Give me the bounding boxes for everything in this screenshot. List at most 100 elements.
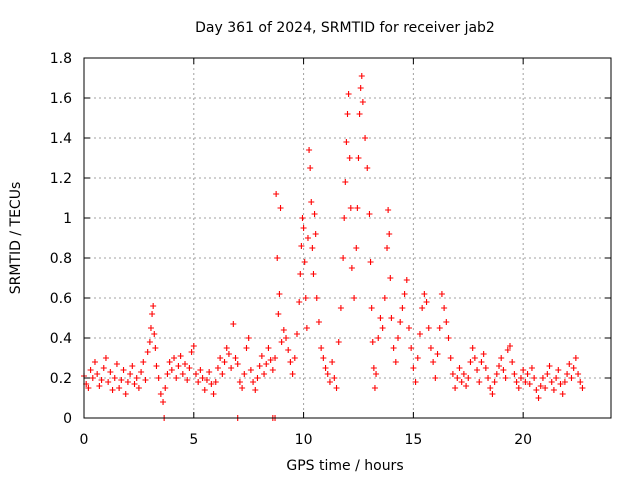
data-point [432, 375, 439, 381]
data-point [421, 291, 428, 297]
data-point [273, 191, 280, 197]
data-point [129, 363, 136, 369]
y-tick-label: 0.8 [50, 251, 72, 267]
data-point [105, 379, 112, 385]
data-point [245, 335, 252, 341]
data-point [297, 271, 304, 277]
y-tick-label: 1.2 [50, 171, 72, 187]
data-point [487, 385, 494, 391]
x-axis-label: GPS time / hours [286, 458, 403, 474]
data-point [449, 371, 456, 377]
data-point [276, 291, 283, 297]
data-point [274, 255, 281, 261]
data-point [544, 371, 551, 377]
data-point [427, 345, 434, 351]
data-point [109, 387, 116, 393]
data-point [491, 379, 498, 385]
data-point [511, 371, 518, 377]
data-point [546, 363, 553, 369]
data-point [364, 165, 371, 171]
data-point [146, 339, 153, 345]
data-point [331, 375, 338, 381]
data-point [425, 325, 432, 331]
data-point [171, 355, 178, 361]
data-point [345, 91, 352, 97]
data-point [555, 367, 562, 373]
x-tick-label: 0 [80, 432, 89, 448]
grid-lines [84, 58, 611, 418]
data-point [515, 385, 522, 391]
data-point [480, 351, 487, 357]
data-point [340, 255, 347, 261]
data-point [296, 299, 303, 305]
data-point [302, 295, 309, 301]
data-point [230, 321, 237, 327]
data-point [485, 375, 492, 381]
data-point [214, 365, 221, 371]
data-point [324, 371, 331, 377]
data-point [247, 367, 254, 373]
data-point [542, 385, 549, 391]
data-point [373, 371, 380, 377]
data-point [506, 343, 513, 349]
data-point [254, 375, 261, 381]
data-point [351, 295, 358, 301]
data-point [166, 359, 173, 365]
data-point [367, 259, 374, 265]
data-point [263, 361, 270, 367]
data-point [388, 315, 395, 321]
data-point [269, 367, 276, 373]
data-point [124, 379, 131, 385]
data-point [559, 391, 566, 397]
data-point [283, 335, 290, 341]
data-point [299, 215, 306, 221]
data-point [272, 355, 279, 361]
data-point [228, 365, 235, 371]
data-point [267, 357, 274, 363]
data-point [368, 305, 375, 311]
data-point [311, 211, 318, 217]
data-point [535, 395, 542, 401]
x-tick-label: 15 [404, 432, 422, 448]
data-point [217, 355, 224, 361]
data-point [493, 371, 500, 377]
data-point [342, 179, 349, 185]
data-point [377, 315, 384, 321]
data-point [579, 385, 586, 391]
data-point [173, 375, 180, 381]
data-point [175, 363, 182, 369]
data-point [301, 259, 308, 265]
data-point [122, 391, 129, 397]
data-point [379, 325, 386, 331]
data-point [135, 385, 142, 391]
data-point [326, 379, 333, 385]
data-point [199, 375, 206, 381]
data-point [329, 359, 336, 365]
data-point [438, 291, 445, 297]
data-point [118, 377, 125, 383]
data-point [307, 165, 314, 171]
data-point [184, 377, 191, 383]
data-point [142, 377, 149, 383]
data-point [221, 359, 228, 365]
data-point [344, 111, 351, 117]
data-point [87, 367, 94, 373]
data-point [203, 377, 210, 383]
data-point [219, 371, 226, 377]
data-point [353, 245, 360, 251]
x-tick-label: 20 [514, 432, 532, 448]
data-point [192, 371, 199, 377]
data-point [452, 385, 459, 391]
data-point [414, 355, 421, 361]
data-point [520, 367, 527, 373]
data-point [147, 325, 154, 331]
data-point [234, 361, 241, 367]
data-point [474, 367, 481, 373]
data-point [116, 385, 123, 391]
data-point [280, 327, 287, 333]
data-point [434, 351, 441, 357]
data-point [96, 383, 103, 389]
data-point [553, 375, 560, 381]
y-tick-label: 0.6 [50, 291, 72, 307]
data-point [261, 371, 268, 377]
